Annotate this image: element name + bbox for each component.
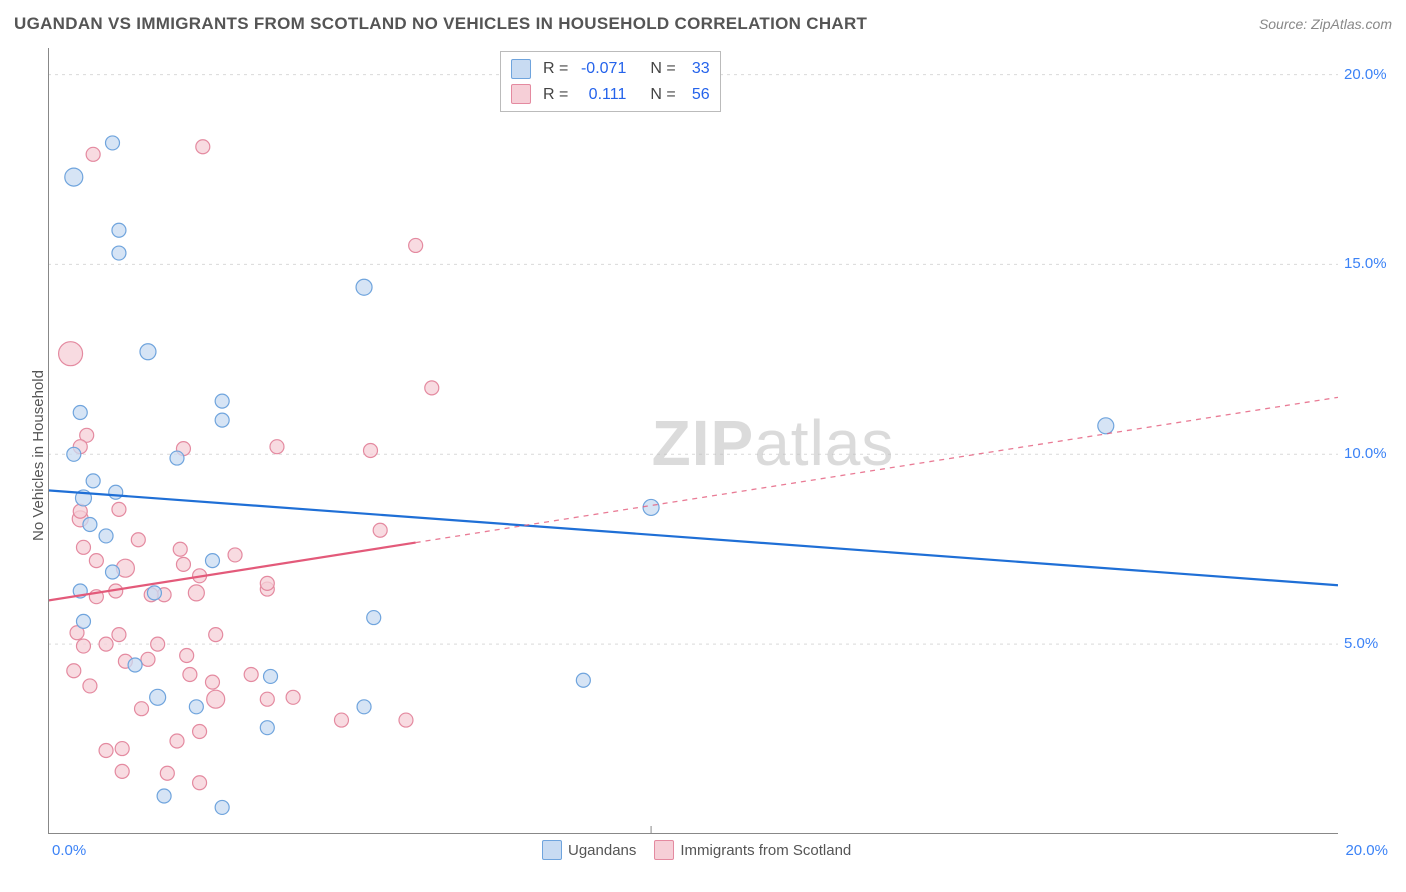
top-legend-row: R =-0.071 N = 33 xyxy=(511,56,710,82)
legend-swatch xyxy=(654,840,674,860)
legend-r-key: R = xyxy=(543,82,568,108)
legend-n-key: N = xyxy=(650,82,675,108)
legend-n-key: N = xyxy=(650,56,675,82)
legend-r-value: 0.111 xyxy=(574,82,626,108)
legend-swatch xyxy=(511,84,531,104)
x-tick-label: 0.0% xyxy=(52,842,86,859)
title-row: UGANDAN VS IMMIGRANTS FROM SCOTLAND NO V… xyxy=(14,14,1392,34)
legend-label: Ugandans xyxy=(568,842,636,859)
bottom-legend: Ugandans Immigrants from Scotland xyxy=(542,840,851,860)
y-axis-label: No Vehicles in Household xyxy=(30,370,47,541)
y-tick-label: 15.0% xyxy=(1344,255,1387,272)
y-tick-label: 5.0% xyxy=(1344,635,1378,652)
legend-n-value: 56 xyxy=(682,82,710,108)
plot-area: ZIPatlas xyxy=(48,48,1338,834)
scatter-chart-svg xyxy=(48,48,1338,834)
bottom-legend-item: Immigrants from Scotland xyxy=(654,840,851,860)
legend-swatch xyxy=(542,840,562,860)
y-tick-label: 20.0% xyxy=(1344,66,1387,83)
bottom-legend-item: Ugandans xyxy=(542,840,636,860)
legend-r-key: R = xyxy=(543,56,568,82)
top-legend: R =-0.071 N = 33 R =0.111 N = 56 xyxy=(500,51,721,112)
top-legend-row: R =0.111 N = 56 xyxy=(511,82,710,108)
x-tick-label: 20.0% xyxy=(1328,842,1388,859)
legend-label: Immigrants from Scotland xyxy=(680,842,851,859)
source-label: Source: ZipAtlas.com xyxy=(1259,16,1392,32)
chart-container: UGANDAN VS IMMIGRANTS FROM SCOTLAND NO V… xyxy=(0,0,1406,892)
legend-n-value: 33 xyxy=(682,56,710,82)
y-tick-label: 10.0% xyxy=(1344,445,1387,462)
legend-swatch xyxy=(511,59,531,79)
legend-r-value: -0.071 xyxy=(574,56,626,82)
chart-title: UGANDAN VS IMMIGRANTS FROM SCOTLAND NO V… xyxy=(14,14,867,34)
